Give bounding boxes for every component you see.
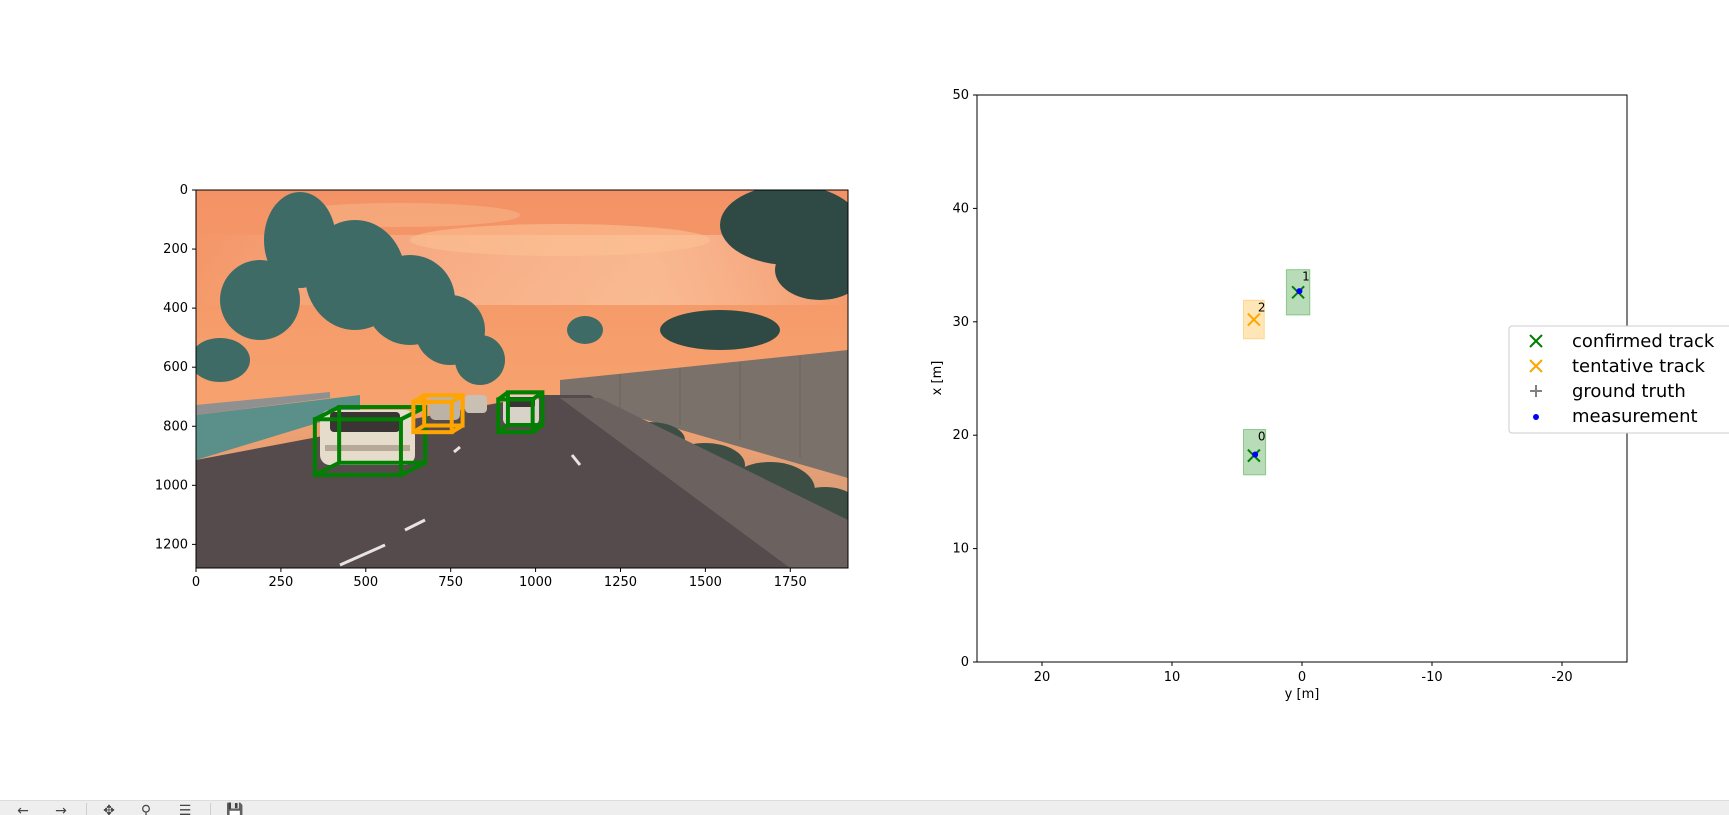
x-tick-label: 0: [1298, 670, 1306, 685]
box-edge: [450, 423, 464, 434]
y-tick-label: 600: [163, 360, 188, 375]
image-axes-frame: [195, 189, 849, 569]
x-tick-label: 1000: [519, 575, 552, 590]
save-icon[interactable]: 💾: [226, 803, 244, 815]
track-id-label: 1: [1302, 270, 1310, 284]
tentative-track-box: [411, 393, 465, 435]
x-tick-label: -10: [1421, 670, 1442, 685]
confirmed-track-box: [312, 405, 428, 477]
box-edge: [450, 393, 464, 404]
y-tick-label: 10: [952, 542, 969, 557]
toolbar: ← → ✥ ⚲ ☰ 💾: [0, 800, 1729, 815]
measurement-point: [1252, 451, 1259, 458]
box-front-face: [496, 397, 535, 435]
box-edge: [497, 423, 510, 434]
camera-image: [196, 190, 848, 568]
legend-frame: [1508, 325, 1729, 434]
box-edge: [412, 423, 426, 434]
box-edge: [531, 423, 544, 434]
bev-x-axis-label: y [m]: [1285, 687, 1320, 702]
legend-label: tentative track: [1572, 356, 1706, 377]
camera-image-axes: 0 250 500 750 1000 1250 1500 1750 0 200 400 600 800…: [155, 183, 849, 590]
box-edge: [497, 390, 510, 402]
configure-subplots-icon[interactable]: ☰: [178, 803, 192, 815]
bev-x-ticks: 20 10 0 -10 -20: [1034, 662, 1573, 685]
legend-marker: [1533, 414, 1539, 420]
forward-arrow-icon[interactable]: →: [55, 803, 67, 815]
y-tick-label: 200: [163, 242, 188, 257]
legend-label: measurement: [1572, 406, 1698, 427]
legend-entry: confirmed track: [1529, 331, 1715, 352]
toolbar-separator: [210, 803, 211, 815]
image-x-ticks: 0 250 500 750 1000 1250 1500 1750: [192, 568, 807, 590]
y-tick-label: 1000: [155, 478, 188, 493]
box-edge: [313, 460, 341, 477]
x-tick-label: 250: [268, 575, 293, 590]
x-tick-label: 750: [438, 575, 463, 590]
box-back-face: [422, 393, 465, 428]
x-tick-label: 500: [353, 575, 378, 590]
track-id-label: 0: [1258, 430, 1266, 444]
bev-y-axis-label: x [m]: [930, 361, 945, 396]
x-tick-label: 20: [1034, 670, 1051, 685]
x-tick-label: 1500: [689, 575, 722, 590]
legend-marker: [1529, 334, 1543, 348]
bev-y-ticks: 0 10 20 30 40 50: [952, 88, 977, 670]
y-tick-label: 0: [180, 183, 188, 198]
y-tick-label: 800: [163, 419, 188, 434]
legend-marker: [1529, 359, 1543, 373]
y-tick-label: 20: [952, 428, 969, 443]
legend-label: ground truth: [1572, 381, 1686, 402]
y-tick-label: 1200: [155, 537, 188, 552]
legend-label: confirmed track: [1572, 331, 1715, 352]
y-tick-label: 30: [952, 315, 969, 330]
legend-entry: ground truth: [1530, 381, 1686, 402]
x-tick-label: 1750: [774, 575, 807, 590]
box-edge: [531, 390, 544, 402]
box-back-face: [505, 390, 545, 427]
track-marker: [1247, 312, 1261, 327]
measurement-point: [1296, 288, 1303, 295]
box-edge: [400, 460, 427, 477]
bev-tracks: 0 1 2: [1243, 269, 1311, 476]
image-y-ticks: 0 200 400 600 800 1000 1200: [155, 183, 196, 552]
box-front-face: [312, 417, 403, 477]
zoom-icon[interactable]: ⚲: [140, 803, 152, 815]
y-tick-label: 0: [961, 655, 969, 670]
pan-icon[interactable]: ✥: [103, 803, 115, 815]
box-edge: [313, 405, 341, 422]
box-back-face: [337, 405, 428, 465]
y-tick-label: 50: [952, 88, 969, 103]
track-id-label: 2: [1258, 300, 1266, 314]
toolbar-separator: [86, 803, 87, 815]
legend-entry: tentative track: [1529, 356, 1706, 377]
x-tick-label: 1250: [604, 575, 637, 590]
confirmed-track-box: [496, 390, 545, 435]
x-tick-label: 0: [192, 575, 200, 590]
legend-entry: measurement: [1533, 406, 1698, 427]
x-tick-label: -20: [1551, 670, 1572, 685]
back-arrow-icon[interactable]: ←: [17, 803, 29, 815]
box-edge: [412, 393, 426, 404]
image-box-overlays: [312, 390, 545, 477]
tentative-track-2: 2: [1243, 299, 1266, 340]
y-tick-label: 40: [952, 201, 969, 216]
box-front-face: [411, 399, 454, 435]
y-tick-label: 400: [163, 301, 188, 316]
legend: confirmed track tentative track ground tru…: [1508, 325, 1729, 434]
x-tick-label: 10: [1164, 670, 1181, 685]
